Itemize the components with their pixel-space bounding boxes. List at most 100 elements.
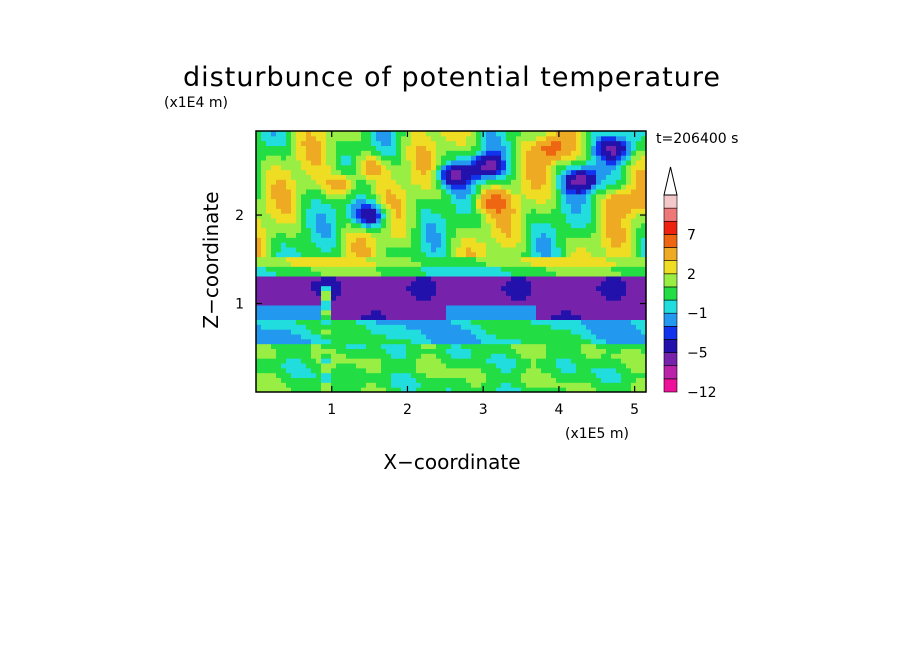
heatmap-cell — [431, 343, 437, 349]
heatmap-cell — [551, 155, 557, 161]
heatmap-cell — [481, 218, 487, 224]
heatmap-cell — [511, 280, 517, 287]
heatmap-cell — [361, 372, 367, 378]
heatmap-cell — [576, 280, 582, 287]
heatmap-cell — [576, 213, 582, 219]
heatmap-cell — [441, 353, 447, 359]
heatmap-cell — [256, 131, 262, 137]
heatmap-cell — [536, 232, 542, 238]
heatmap-cell — [581, 203, 587, 209]
heatmap-cell — [271, 276, 277, 282]
heatmap-cell — [346, 334, 352, 340]
heatmap-cell — [561, 290, 567, 296]
heatmap-cell — [606, 261, 612, 267]
heatmap-cell — [431, 319, 437, 325]
heatmap-cell — [591, 164, 597, 171]
heatmap-cell — [636, 218, 642, 224]
heatmap-cell — [381, 271, 387, 277]
heatmap-cell — [576, 247, 582, 253]
heatmap-cell — [486, 363, 492, 369]
heatmap-cell — [441, 305, 447, 311]
heatmap-cell — [631, 387, 637, 393]
heatmap-cell — [451, 131, 457, 137]
heatmap-cell — [506, 319, 512, 325]
heatmap-cell — [301, 256, 307, 262]
heatmap-cell — [406, 266, 412, 272]
heatmap-cell — [376, 208, 382, 214]
heatmap-cell — [416, 358, 422, 364]
heatmap-cell — [276, 256, 282, 262]
heatmap-cell — [366, 184, 372, 190]
heatmap-cell — [286, 266, 292, 272]
heatmap-cell — [401, 271, 407, 277]
heatmap-cell — [531, 184, 537, 190]
heatmap-cell — [276, 145, 282, 151]
heatmap-cell — [396, 135, 402, 142]
heatmap-cell — [481, 382, 487, 388]
heatmap-cell — [346, 266, 352, 272]
heatmap-cell — [336, 372, 342, 378]
heatmap-cell — [566, 208, 572, 214]
heatmap-cell — [606, 309, 612, 316]
heatmap-cell — [641, 358, 647, 364]
heatmap-cell — [566, 363, 572, 369]
heatmap-cell — [306, 324, 312, 330]
heatmap-cell — [311, 377, 317, 383]
heatmap-cell — [506, 305, 512, 311]
heatmap-cell — [431, 266, 437, 272]
heatmap-cell — [586, 377, 592, 383]
heatmap-cell — [481, 261, 487, 267]
heatmap-cell — [636, 285, 642, 291]
heatmap-cell — [406, 363, 412, 369]
heatmap-cell — [351, 266, 357, 272]
heatmap-cell — [391, 256, 397, 262]
heatmap-cell — [341, 193, 347, 200]
heatmap-cell — [401, 377, 407, 383]
heatmap-cell — [626, 218, 632, 224]
heatmap-cell — [496, 329, 502, 335]
heatmap-cell — [576, 276, 582, 282]
heatmap-cell — [306, 242, 312, 248]
heatmap-cell — [636, 179, 642, 185]
heatmap-cell — [596, 309, 602, 316]
x-tick-label: 4 — [554, 402, 563, 418]
heatmap-cell — [536, 319, 542, 325]
heatmap-cell — [586, 145, 592, 151]
heatmap-cell — [501, 140, 507, 146]
heatmap-cell — [326, 377, 332, 383]
heatmap-cell — [456, 276, 462, 282]
heatmap-cell — [566, 280, 572, 287]
heatmap-cell — [431, 314, 437, 320]
heatmap-cell — [396, 160, 402, 166]
heatmap-cell — [501, 377, 507, 383]
heatmap-cell — [466, 305, 472, 311]
heatmap-cell — [361, 343, 367, 349]
heatmap-cell — [381, 160, 387, 166]
heatmap-cell — [491, 189, 497, 195]
heatmap-cell — [316, 266, 322, 272]
heatmap-cell — [301, 305, 307, 311]
heatmap-cell — [331, 382, 337, 388]
heatmap-cell — [256, 266, 262, 272]
heatmap-cell — [526, 150, 532, 156]
heatmap-cell — [471, 222, 477, 229]
heatmap-cell — [476, 242, 482, 248]
heatmap-cell — [521, 184, 527, 190]
heatmap-cell — [281, 218, 287, 224]
heatmap-cell — [446, 314, 452, 320]
heatmap-cell — [601, 285, 607, 291]
heatmap-cell — [536, 266, 542, 272]
heatmap-cell — [316, 324, 322, 330]
heatmap-cell — [296, 145, 302, 151]
heatmap-cell — [476, 184, 482, 190]
heatmap-cell — [316, 242, 322, 248]
heatmap-cell — [351, 160, 357, 166]
heatmap-cell — [441, 367, 447, 374]
heatmap-cell — [606, 164, 612, 171]
heatmap-cell — [371, 198, 377, 204]
heatmap-cell — [256, 367, 262, 374]
heatmap-cell — [566, 309, 572, 316]
heatmap-cell — [621, 256, 627, 262]
heatmap-cell — [261, 169, 267, 175]
heatmap-cell — [396, 150, 402, 156]
